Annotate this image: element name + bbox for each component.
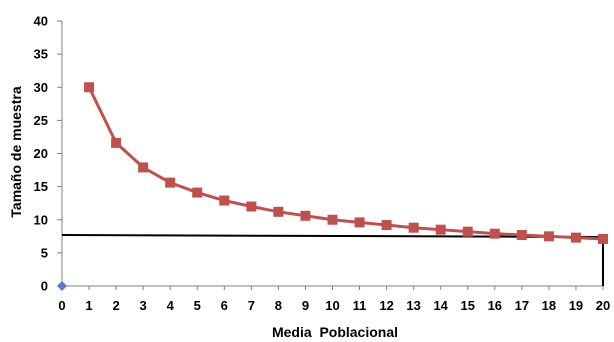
data-point [543,231,554,242]
data-point [489,228,500,239]
y-tick-label: 40 [34,14,48,29]
data-point [219,195,230,206]
x-tick-label: 2 [112,298,119,313]
data-point [516,229,527,240]
data-point [435,224,446,235]
x-tick-label: 7 [248,298,255,313]
data-point [84,82,95,93]
y-tick-label: 30 [34,80,48,95]
x-tick-label: 4 [167,298,175,313]
x-tick-label: 14 [433,298,448,313]
reference-horizontal-line [61,233,604,238]
y-axis-title: Tamaño de muestra [8,86,24,217]
x-tick-label: 1 [85,298,92,313]
y-axis-tick-labels: 0 5 10 15 20 25 30 35 40 [34,14,62,294]
x-tick-label: 8 [275,298,282,313]
data-point [300,210,311,221]
data-point [327,214,338,225]
y-tick-label: 25 [34,113,48,128]
x-tick-label: 20 [596,298,610,313]
x-tick-label: 12 [379,298,393,313]
y-tick-label: 35 [34,47,48,62]
x-tick-label: 5 [194,298,201,313]
x-tick-label: 9 [302,298,309,313]
x-tick-label: 17 [515,298,529,313]
data-point [354,217,365,228]
data-point [381,220,392,231]
data-point [598,233,608,244]
series-line [87,86,604,241]
data-point [138,162,149,173]
x-axis-title: Media Poblacional [272,324,398,340]
data-point [246,201,257,212]
x-tick-label: 11 [353,298,367,313]
x-tick-label: 18 [542,298,556,313]
x-tick-label: 13 [406,298,420,313]
x-tick-label: 19 [569,298,583,313]
x-tick-label: 16 [488,298,502,313]
y-tick-label: 20 [34,146,48,161]
data-point [570,232,581,243]
data-point [273,206,284,217]
y-tick-label: 0 [41,279,48,294]
data-point [111,137,122,148]
x-tick-label: 15 [461,298,475,313]
data-point [57,281,67,291]
x-tick-label: 6 [221,298,228,313]
y-tick-label: 15 [34,179,48,194]
x-tick-label: 10 [325,298,339,313]
series-layer [57,82,608,291]
x-axis-tick-labels: 0 1 2 3 4 5 6 7 8 9 10 11 12 13 14 15 16 17 18 19 20 [58,286,610,313]
x-tick-label: 0 [58,298,65,313]
data-point [462,226,473,237]
data-point [192,187,203,198]
y-tick-label: 10 [34,212,48,227]
x-tick-label: 3 [140,298,147,313]
data-point [165,177,176,188]
reference-lines [61,233,604,286]
data-point [408,222,419,233]
y-tick-label: 5 [41,245,48,260]
